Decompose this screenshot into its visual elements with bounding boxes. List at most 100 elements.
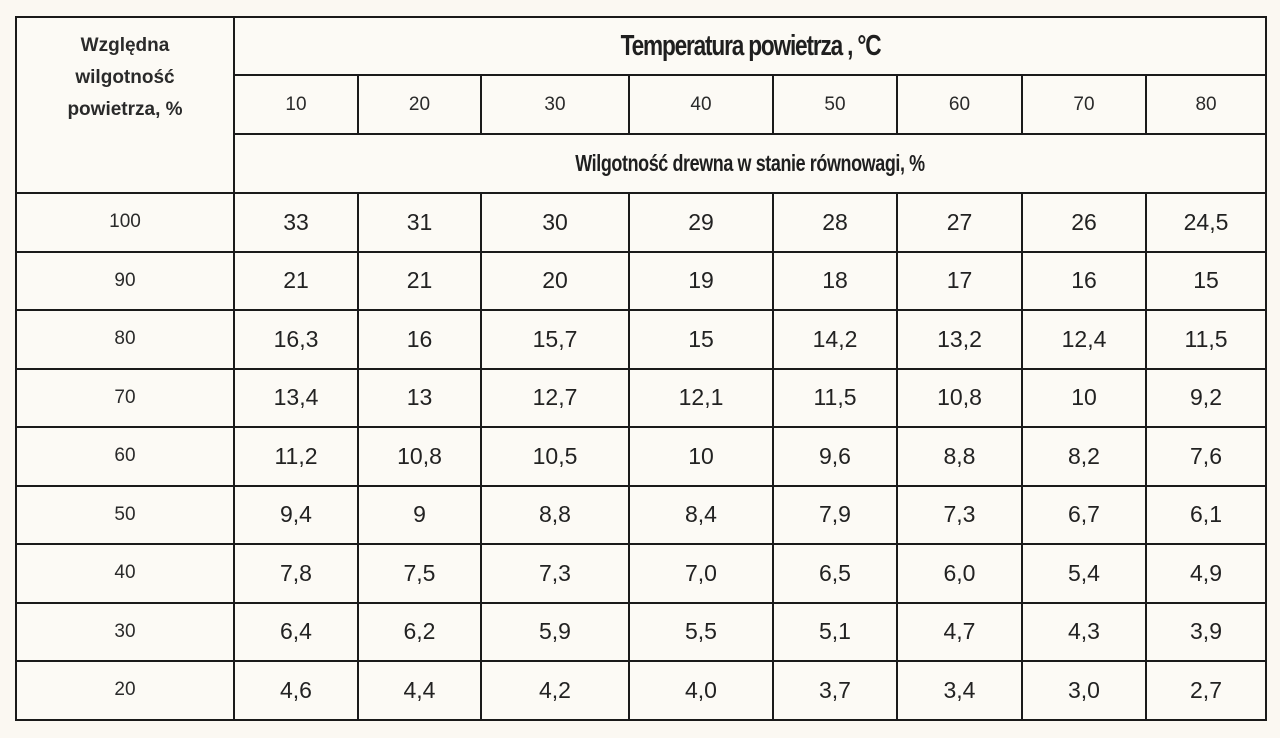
moisture-cell: 12,7 <box>480 367 630 428</box>
table-row: 60 11,2 10,8 10,5 10 9,6 8,8 8,2 7,6 <box>15 426 1268 487</box>
header-row-temperatures: 10 20 30 40 50 60 70 80 <box>16 74 1268 135</box>
header-row-subtitle: Wilgotność drewna w stanie równowagi, % <box>16 133 1268 194</box>
corner-header-line-3: powietrza, % <box>67 99 183 120</box>
moisture-cell: 16,3 <box>233 309 359 370</box>
temperature-value: 40 <box>628 74 774 135</box>
moisture-cell: 5,5 <box>628 601 774 662</box>
moisture-cell: 24,5 <box>1144 192 1268 253</box>
moisture-cell: 6,2 <box>357 601 482 662</box>
moisture-cell: 28 <box>772 192 898 253</box>
moisture-cell: 5,1 <box>772 601 898 662</box>
wood-moisture-title: Wilgotność drewna w stanie równowagi, % <box>575 150 925 176</box>
relative-humidity-cell: 40 <box>15 543 235 604</box>
moisture-cell: 3,4 <box>896 660 1023 721</box>
moisture-cell: 12,4 <box>1021 309 1147 370</box>
wood-moisture-header: Wilgotność drewna w stanie równowagi, % <box>232 133 1268 194</box>
relative-humidity-header: Względna wilgotność powietrza, % <box>15 16 235 194</box>
table-row: 20 4,6 4,4 4,2 4,0 3,7 3,4 3,0 2,7 <box>15 660 1268 721</box>
temperature-value: 50 <box>772 74 898 135</box>
moisture-cell: 27 <box>896 192 1023 253</box>
moisture-cell: 9,2 <box>1144 367 1268 428</box>
temperature-header: Temperatura powietrza , °C <box>232 16 1268 76</box>
moisture-cell: 4,2 <box>480 660 630 721</box>
moisture-cell: 11,5 <box>772 367 898 428</box>
moisture-cell: 7,0 <box>628 543 774 604</box>
table-row: 80 16,3 16 15,7 15 14,2 13,2 12,4 11,5 <box>15 309 1268 370</box>
moisture-cell: 9,4 <box>233 484 359 545</box>
moisture-cell: 2,7 <box>1144 660 1268 721</box>
relative-humidity-cell: 70 <box>15 367 235 428</box>
table-row: 40 7,8 7,5 7,3 7,0 6,5 6,0 5,4 4,9 <box>15 543 1268 604</box>
moisture-cell: 3,9 <box>1144 601 1268 662</box>
moisture-cell: 11,2 <box>233 426 359 487</box>
table-row: 100 33 31 30 29 28 27 26 24,5 <box>15 192 1268 253</box>
moisture-cell: 7,8 <box>233 543 359 604</box>
moisture-cell: 13 <box>357 367 482 428</box>
table-row: 50 9,4 9 8,8 8,4 7,9 7,3 6,7 6,1 <box>15 484 1268 545</box>
moisture-cell: 6,5 <box>772 543 898 604</box>
moisture-cell: 16 <box>357 309 482 370</box>
moisture-cell: 12,1 <box>628 367 774 428</box>
relative-humidity-cell: 20 <box>15 660 235 721</box>
moisture-cell: 6,4 <box>233 601 359 662</box>
moisture-cell: 3,7 <box>772 660 898 721</box>
equilibrium-moisture-table-container: Względna wilgotność powietrza, % Tempera… <box>15 16 1268 721</box>
moisture-cell: 21 <box>357 250 482 311</box>
temperature-title: Temperatura powietrza , °C <box>620 29 881 62</box>
moisture-cell: 26 <box>1021 192 1147 253</box>
moisture-cell: 16 <box>1021 250 1147 311</box>
moisture-cell: 4,9 <box>1144 543 1268 604</box>
moisture-cell: 3,0 <box>1021 660 1147 721</box>
moisture-cell: 20 <box>480 250 630 311</box>
moisture-cell: 14,2 <box>772 309 898 370</box>
moisture-cell: 15 <box>628 309 774 370</box>
moisture-cell: 10 <box>628 426 774 487</box>
moisture-cell: 30 <box>480 192 630 253</box>
moisture-cell: 9,6 <box>772 426 898 487</box>
moisture-cell: 10,5 <box>480 426 630 487</box>
moisture-cell: 4,6 <box>233 660 359 721</box>
moisture-cell: 13,4 <box>233 367 359 428</box>
moisture-cell: 4,0 <box>628 660 774 721</box>
moisture-cell: 4,3 <box>1021 601 1147 662</box>
moisture-cell: 4,4 <box>357 660 482 721</box>
moisture-cell: 13,2 <box>896 309 1023 370</box>
temperature-value: 80 <box>1144 74 1268 135</box>
moisture-cell: 5,9 <box>480 601 630 662</box>
equilibrium-moisture-table: Względna wilgotność powietrza, % Tempera… <box>15 16 1268 721</box>
moisture-cell: 7,5 <box>357 543 482 604</box>
moisture-cell: 7,3 <box>480 543 630 604</box>
temperature-value: 10 <box>233 74 359 135</box>
corner-header-line-1: Względna <box>80 35 170 56</box>
moisture-cell: 5,4 <box>1021 543 1147 604</box>
moisture-cell: 6,0 <box>896 543 1023 604</box>
temperature-value: 60 <box>896 74 1023 135</box>
moisture-cell: 6,7 <box>1021 484 1147 545</box>
moisture-cell: 8,8 <box>896 426 1023 487</box>
moisture-cell: 15,7 <box>480 309 630 370</box>
relative-humidity-cell: 50 <box>15 484 235 545</box>
moisture-cell: 8,4 <box>628 484 774 545</box>
moisture-cell: 9 <box>357 484 482 545</box>
moisture-cell: 11,5 <box>1144 309 1268 370</box>
relative-humidity-cell: 100 <box>15 192 235 253</box>
moisture-cell: 4,7 <box>896 601 1023 662</box>
moisture-cell: 10,8 <box>896 367 1023 428</box>
temperature-value: 20 <box>357 74 482 135</box>
header-row-title: Względna wilgotność powietrza, % Tempera… <box>15 16 1268 194</box>
table-row: 70 13,4 13 12,7 12,1 11,5 10,8 10 9,2 <box>15 367 1268 428</box>
moisture-cell: 7,3 <box>896 484 1023 545</box>
moisture-cell: 29 <box>628 192 774 253</box>
moisture-cell: 18 <box>772 250 898 311</box>
moisture-cell: 7,6 <box>1144 426 1268 487</box>
moisture-cell: 10,8 <box>357 426 482 487</box>
table-row: 90 21 21 20 19 18 17 16 15 <box>15 250 1268 311</box>
table-row: 30 6,4 6,2 5,9 5,5 5,1 4,7 4,3 3,9 <box>15 601 1268 662</box>
relative-humidity-cell: 90 <box>15 250 235 311</box>
moisture-cell: 19 <box>628 250 774 311</box>
relative-humidity-cell: 30 <box>15 601 235 662</box>
moisture-cell: 21 <box>233 250 359 311</box>
moisture-cell: 10 <box>1021 367 1147 428</box>
relative-humidity-cell: 80 <box>15 309 235 370</box>
moisture-cell: 17 <box>896 250 1023 311</box>
